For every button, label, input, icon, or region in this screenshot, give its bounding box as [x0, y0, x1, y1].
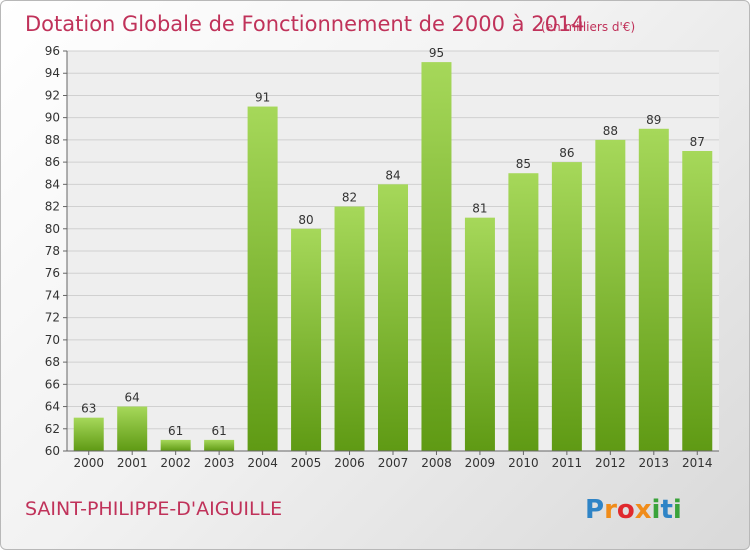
- y-tick-label: 82: [45, 200, 60, 214]
- bar-2007: [378, 184, 408, 452]
- bar-2013: [638, 128, 669, 451]
- x-tick-label: 2008: [421, 456, 452, 470]
- bar-2000: [73, 417, 104, 451]
- bar-value-label: 86: [559, 146, 574, 160]
- bar-value-label: 95: [429, 46, 444, 60]
- bar-value-label: 85: [516, 157, 531, 171]
- y-tick-label: 90: [45, 111, 60, 125]
- x-tick-label: 2009: [465, 456, 496, 470]
- y-tick-label: 80: [45, 222, 60, 236]
- bar-value-label: 84: [385, 168, 400, 182]
- x-tick-label: 2012: [595, 456, 626, 470]
- bar-value-label: 91: [255, 91, 270, 105]
- bars: 63 64 61 61 91 80 82 84 95 81 85 86 88 89 87: [73, 46, 713, 452]
- axes: 60 62 64 66 68 70 72 74 76 78 80 82 84 86 88 90 92 94 96 20…: [45, 44, 719, 470]
- y-tick-label: 70: [45, 333, 60, 347]
- y-tick-label: 78: [45, 244, 60, 258]
- y-tick-label: 84: [45, 177, 60, 191]
- y-tick-label: 86: [45, 155, 60, 169]
- bar-2011: [551, 162, 582, 451]
- bar-2004: [247, 106, 278, 452]
- x-tick-label: 2003: [204, 456, 235, 470]
- chart-title: Dotation Globale de Fonctionnement de 20…: [25, 12, 585, 36]
- x-tick-label: 2007: [378, 456, 409, 470]
- y-tick-label: 88: [45, 133, 60, 147]
- bar-2003: [204, 439, 235, 451]
- y-tick-label: 68: [45, 355, 60, 369]
- bar-2008: [421, 62, 452, 451]
- bar-value-label: 80: [298, 213, 313, 227]
- bar-value-label: 87: [690, 135, 705, 149]
- bar-2012: [595, 139, 626, 451]
- y-tick-label: 96: [45, 44, 60, 58]
- y-tick-label: 74: [45, 288, 60, 302]
- x-tick-label: 2006: [334, 456, 365, 470]
- bar-2005: [291, 228, 322, 451]
- x-tick-label: 2002: [160, 456, 191, 470]
- bar-2009: [464, 217, 495, 451]
- x-tick-label: 2010: [508, 456, 539, 470]
- y-tick-label: 66: [45, 377, 60, 391]
- proxiti-logo: Proxiti: [585, 495, 682, 525]
- bar-value-label: 81: [472, 202, 487, 216]
- y-tick-label: 62: [45, 422, 60, 436]
- x-tick-label: 2014: [682, 456, 713, 470]
- x-tick-label: 2013: [639, 456, 670, 470]
- bar-2010: [508, 173, 539, 451]
- y-tick-label: 72: [45, 311, 60, 325]
- y-tick-label: 76: [45, 266, 60, 280]
- x-tick-label: 2000: [73, 456, 104, 470]
- y-tick-label: 64: [45, 400, 60, 414]
- x-tick-label: 2001: [117, 456, 148, 470]
- bar-2001: [117, 406, 148, 451]
- chart-subtitle: (en milliers d'€): [541, 20, 635, 34]
- bar-value-label: 82: [342, 191, 357, 205]
- bar-2002: [160, 439, 191, 451]
- svg-text:Proxiti: Proxiti: [585, 495, 682, 525]
- y-tick-label: 92: [45, 88, 60, 102]
- bar-2014: [682, 151, 713, 451]
- bar-value-label: 61: [168, 424, 183, 438]
- bar-value-label: 61: [211, 424, 226, 438]
- bar-value-label: 89: [646, 113, 661, 127]
- x-tick-label: 2011: [552, 456, 583, 470]
- location-name: SAINT-PHILIPPE-D'AIGUILLE: [25, 498, 282, 520]
- y-tick-label: 60: [45, 444, 60, 458]
- bar-value-label: 63: [81, 402, 96, 416]
- x-tick-label: 2004: [247, 456, 278, 470]
- x-tick-label: 2005: [291, 456, 322, 470]
- y-tick-label: 94: [45, 66, 60, 80]
- bar-value-label: 64: [125, 391, 140, 405]
- bar-value-label: 88: [603, 124, 618, 138]
- bar-2006: [334, 206, 365, 451]
